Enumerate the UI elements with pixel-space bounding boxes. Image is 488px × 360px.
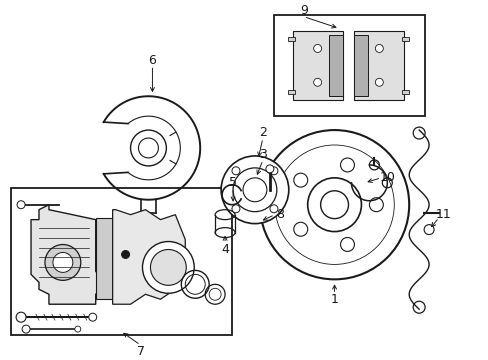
Circle shape [269, 205, 277, 213]
Bar [273, 15, 424, 116]
Circle shape [375, 45, 383, 53]
Polygon shape [354, 35, 367, 96]
Circle shape [293, 222, 307, 236]
Text: 4: 4 [221, 243, 228, 256]
Circle shape [260, 130, 408, 279]
Polygon shape [112, 210, 185, 304]
Text: 3: 3 [259, 148, 266, 161]
Circle shape [88, 313, 97, 321]
Text: 6: 6 [148, 54, 156, 67]
Bar [11, 188, 232, 335]
Circle shape [45, 244, 81, 280]
Bar [287, 36, 294, 41]
Text: 1: 1 [330, 293, 338, 306]
Circle shape [320, 191, 348, 219]
Polygon shape [292, 31, 342, 100]
Circle shape [340, 238, 354, 251]
Bar [402, 90, 408, 94]
Bar [287, 90, 294, 94]
Text: 9: 9 [299, 4, 307, 17]
Bar [402, 36, 408, 41]
Circle shape [340, 158, 354, 172]
Circle shape [142, 242, 194, 293]
Circle shape [307, 178, 361, 231]
Circle shape [17, 201, 25, 209]
Circle shape [16, 312, 26, 322]
Circle shape [313, 45, 321, 53]
Circle shape [368, 198, 383, 212]
Polygon shape [328, 35, 342, 96]
Circle shape [75, 326, 81, 332]
Circle shape [375, 78, 383, 86]
Circle shape [221, 156, 288, 224]
Circle shape [231, 167, 240, 175]
Polygon shape [31, 205, 102, 304]
Circle shape [231, 205, 240, 213]
Circle shape [22, 325, 30, 333]
Circle shape [269, 167, 277, 175]
Text: 11: 11 [435, 208, 451, 221]
Text: 5: 5 [228, 176, 237, 189]
Circle shape [122, 251, 129, 258]
Text: 8: 8 [275, 208, 283, 221]
Text: 10: 10 [379, 171, 394, 184]
Circle shape [53, 252, 73, 273]
Polygon shape [96, 218, 112, 299]
Circle shape [313, 78, 321, 86]
Text: 7: 7 [136, 345, 144, 357]
Polygon shape [354, 31, 404, 100]
Circle shape [293, 173, 307, 187]
Circle shape [150, 249, 186, 285]
Circle shape [265, 165, 273, 173]
Text: 2: 2 [259, 126, 266, 139]
